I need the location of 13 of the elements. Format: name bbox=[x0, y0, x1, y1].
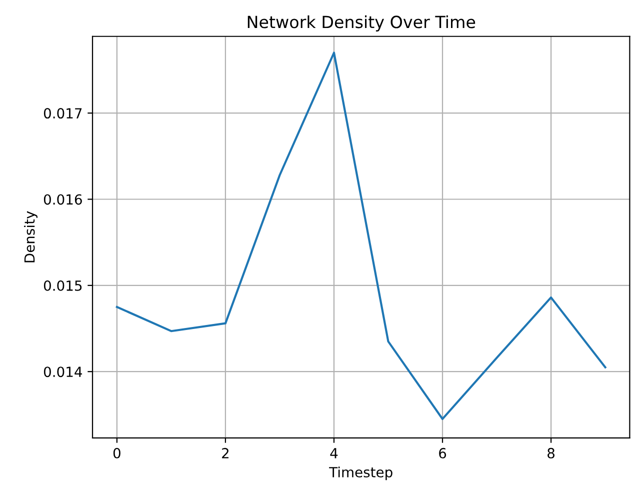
y-tick-label: 0.014 bbox=[44, 366, 82, 378]
x-axis-title: Timestep bbox=[329, 466, 392, 480]
y-tick-label: 0.015 bbox=[44, 280, 82, 291]
x-tick-label: 6 bbox=[439, 448, 446, 458]
y-tick-label: 0.017 bbox=[44, 108, 82, 119]
chart-title: Network Density Over Time bbox=[248, 15, 476, 32]
x-tick-label: 0 bbox=[113, 448, 120, 458]
x-tick-label: 4 bbox=[330, 448, 338, 458]
line-series bbox=[116, 52, 606, 420]
x-tick-label: 8 bbox=[548, 448, 554, 458]
y-tick-label: 0.016 bbox=[44, 194, 82, 205]
y-axis-title: Density bbox=[24, 211, 38, 262]
x-tick-label: 2 bbox=[222, 448, 228, 458]
